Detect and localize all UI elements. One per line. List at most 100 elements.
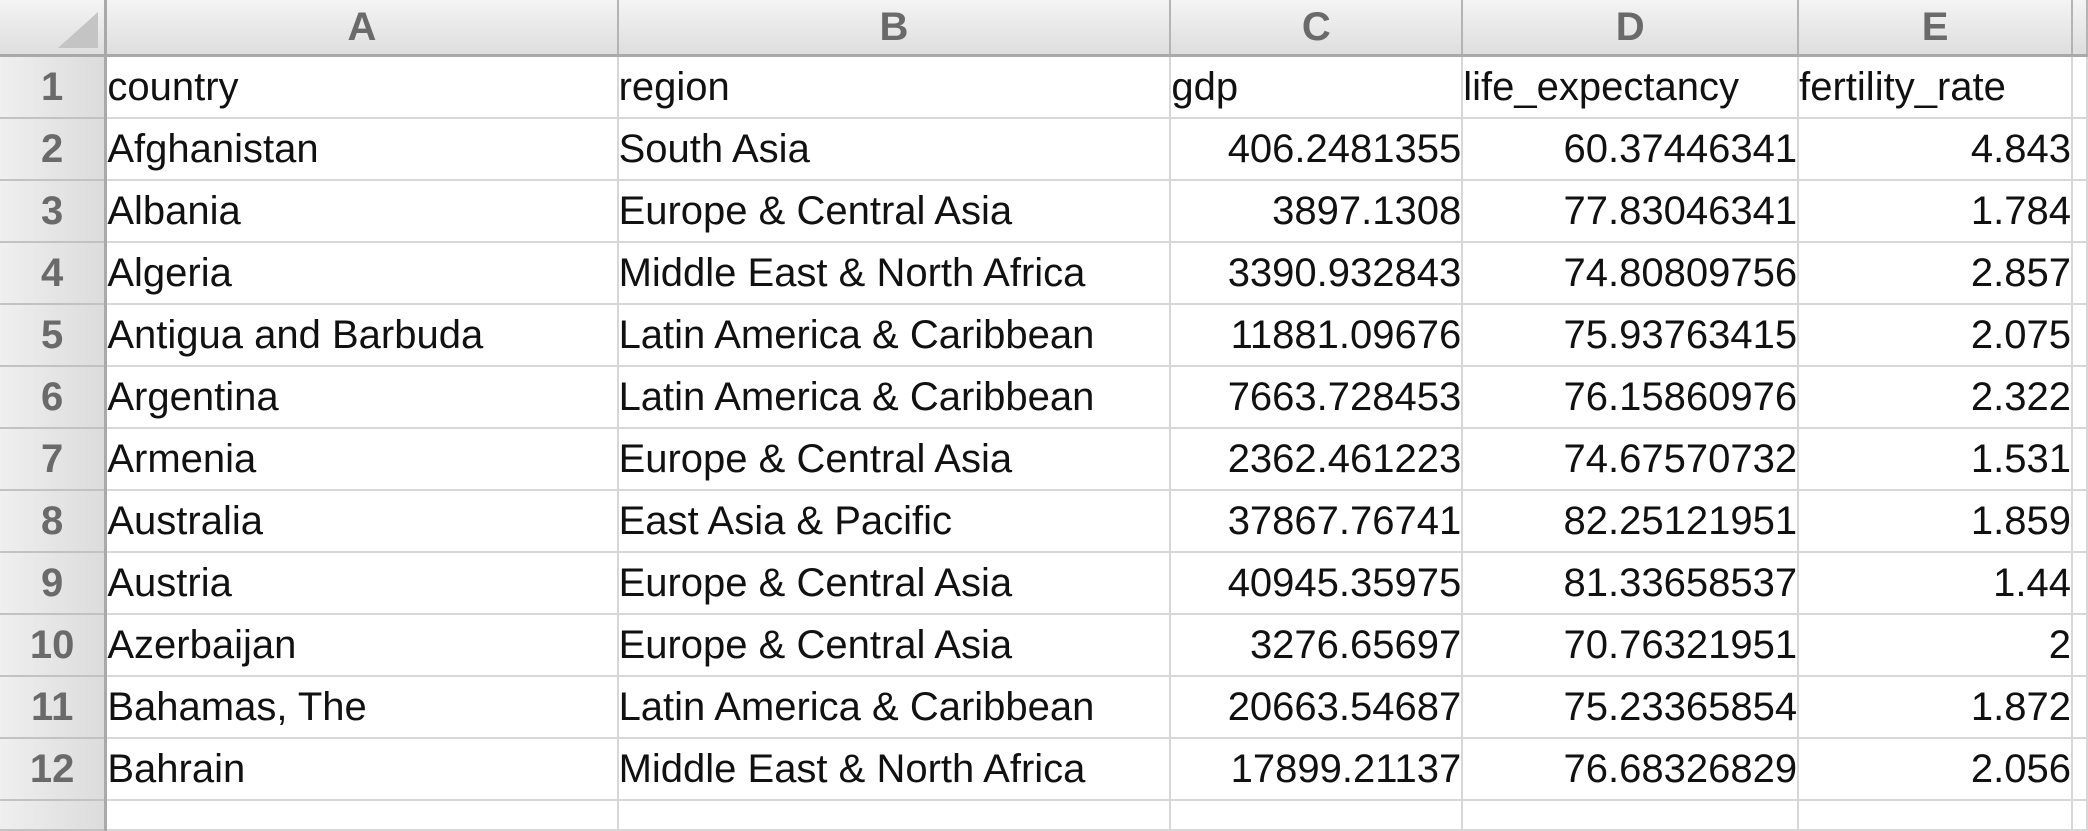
row-header[interactable] [0, 800, 108, 831]
cell-b-region[interactable]: Latin America & Caribbean [617, 366, 1172, 429]
cell-c-gdp[interactable]: 17899.21137 [1170, 738, 1464, 801]
row-header[interactable]: 7 [0, 428, 108, 491]
cell-d-life-expectancy[interactable]: 82.25121951 [1462, 490, 1800, 553]
cell-e-fertility-rate[interactable]: 1.872 [1798, 676, 2073, 739]
cell-b-region[interactable]: Europe & Central Asia [617, 614, 1172, 677]
cell-f-empty[interactable] [2071, 118, 2088, 181]
cell-f-empty[interactable] [2071, 242, 2088, 305]
row-header[interactable]: 1 [0, 55, 108, 119]
select-all-corner[interactable] [0, 0, 108, 57]
cell-f-empty[interactable] [2071, 676, 2088, 739]
cell-c-gdp[interactable]: 37867.76741 [1170, 490, 1464, 553]
cell-d-life-expectancy[interactable]: 76.68326829 [1462, 738, 1800, 801]
cell-c-gdp[interactable]: 3276.65697 [1170, 614, 1464, 677]
cell-f-empty[interactable] [2071, 738, 2088, 801]
cell-c-gdp[interactable]: 406.2481355 [1170, 118, 1464, 181]
cell-f-empty[interactable] [2071, 180, 2088, 243]
cell-f-empty[interactable] [2071, 366, 2088, 429]
row-header[interactable]: 9 [0, 552, 108, 615]
cell-c-gdp[interactable]: 40945.35975 [1170, 552, 1464, 615]
cell-f-empty[interactable] [2071, 428, 2088, 491]
cell-e-fertility-rate[interactable]: 2.056 [1798, 738, 2073, 801]
row-header[interactable]: 3 [0, 180, 108, 243]
row-header[interactable]: 10 [0, 614, 108, 677]
cell-b-region[interactable]: Europe & Central Asia [617, 552, 1172, 615]
row-header[interactable]: 4 [0, 242, 108, 305]
row-header[interactable]: 6 [0, 366, 108, 429]
cell-a-country[interactable]: Azerbaijan [105, 614, 619, 677]
cell-a-country[interactable]: Bahamas, The [105, 676, 619, 739]
cell-a-country[interactable]: Argentina [105, 366, 619, 429]
column-header-f-partial[interactable] [2071, 0, 2088, 57]
column-header-b[interactable]: B [617, 0, 1172, 57]
cell-e1[interactable]: fertility_rate [1798, 55, 2073, 119]
cell-c-gdp[interactable]: 20663.54687 [1170, 676, 1464, 739]
cell-e-fertility-rate[interactable]: 2.075 [1798, 304, 2073, 367]
cell-a-country[interactable]: Albania [105, 180, 619, 243]
row-header[interactable]: 5 [0, 304, 108, 367]
cell-c-gdp[interactable]: 11881.09676 [1170, 304, 1464, 367]
table-row-1: 1 country region gdp life_expectancy fer… [0, 55, 2088, 119]
cell-c-gdp[interactable]: 7663.728453 [1170, 366, 1464, 429]
cell-a1[interactable]: country [105, 55, 619, 119]
cell-b-region[interactable]: South Asia [617, 118, 1172, 181]
column-header-a[interactable]: A [105, 0, 619, 57]
cell-b-region[interactable]: Latin America & Caribbean [617, 304, 1172, 367]
row-header[interactable]: 2 [0, 118, 108, 181]
cell-d-life-expectancy[interactable]: 70.76321951 [1462, 614, 1800, 677]
cell-empty[interactable] [1170, 800, 1464, 831]
cell-e-fertility-rate[interactable]: 1.859 [1798, 490, 2073, 553]
cell-e-fertility-rate[interactable]: 4.843 [1798, 118, 2073, 181]
cell-f1[interactable] [2071, 55, 2088, 119]
cell-b-region[interactable]: Europe & Central Asia [617, 180, 1172, 243]
cell-a-country[interactable]: Bahrain [105, 738, 619, 801]
cell-e-fertility-rate[interactable]: 1.44 [1798, 552, 2073, 615]
column-header-c[interactable]: C [1170, 0, 1464, 57]
cell-d-life-expectancy[interactable]: 75.23365854 [1462, 676, 1800, 739]
cell-a-country[interactable]: Algeria [105, 242, 619, 305]
row-header[interactable]: 12 [0, 738, 108, 801]
cell-e-fertility-rate[interactable]: 2.322 [1798, 366, 2073, 429]
cell-f-empty[interactable] [2071, 490, 2088, 553]
cell-b-region[interactable]: Europe & Central Asia [617, 428, 1172, 491]
column-header-d[interactable]: D [1462, 0, 1800, 57]
cell-d-life-expectancy[interactable]: 75.93763415 [1462, 304, 1800, 367]
cell-empty[interactable] [617, 800, 1172, 831]
cell-empty[interactable] [105, 800, 619, 831]
cell-empty[interactable] [2071, 800, 2088, 831]
row-header[interactable]: 11 [0, 676, 108, 739]
cell-a-country[interactable]: Afghanistan [105, 118, 619, 181]
cell-c-gdp[interactable]: 2362.461223 [1170, 428, 1464, 491]
cell-c1[interactable]: gdp [1170, 55, 1464, 119]
cell-f-empty[interactable] [2071, 614, 2088, 677]
cell-d-life-expectancy[interactable]: 77.83046341 [1462, 180, 1800, 243]
cell-b-region[interactable]: Middle East & North Africa [617, 242, 1172, 305]
cell-d-life-expectancy[interactable]: 60.37446341 [1462, 118, 1800, 181]
row-header[interactable]: 8 [0, 490, 108, 553]
cell-empty[interactable] [1462, 800, 1800, 831]
cell-c-gdp[interactable]: 3897.1308 [1170, 180, 1464, 243]
cell-a-country[interactable]: Armenia [105, 428, 619, 491]
table-row: 2 Afghanistan South Asia 406.2481355 60.3744… [0, 118, 2088, 181]
cell-d-life-expectancy[interactable]: 81.33658537 [1462, 552, 1800, 615]
cell-e-fertility-rate[interactable]: 2.857 [1798, 242, 2073, 305]
cell-f-empty[interactable] [2071, 304, 2088, 367]
cell-a-country[interactable]: Austria [105, 552, 619, 615]
cell-b-region[interactable]: Latin America & Caribbean [617, 676, 1172, 739]
cell-d-life-expectancy[interactable]: 74.67570732 [1462, 428, 1800, 491]
cell-empty[interactable] [1798, 800, 2073, 831]
cell-b-region[interactable]: Middle East & North Africa [617, 738, 1172, 801]
cell-d1[interactable]: life_expectancy [1462, 55, 1800, 119]
cell-a-country[interactable]: Antigua and Barbuda [105, 304, 619, 367]
column-header-e[interactable]: E [1798, 0, 2073, 57]
cell-f-empty[interactable] [2071, 552, 2088, 615]
cell-e-fertility-rate[interactable]: 1.784 [1798, 180, 2073, 243]
cell-c-gdp[interactable]: 3390.932843 [1170, 242, 1464, 305]
cell-e-fertility-rate[interactable]: 2 [1798, 614, 2073, 677]
cell-d-life-expectancy[interactable]: 76.15860976 [1462, 366, 1800, 429]
cell-b-region[interactable]: East Asia & Pacific [617, 490, 1172, 553]
cell-a-country[interactable]: Australia [105, 490, 619, 553]
cell-b1[interactable]: region [617, 55, 1172, 119]
cell-d-life-expectancy[interactable]: 74.80809756 [1462, 242, 1800, 305]
cell-e-fertility-rate[interactable]: 1.531 [1798, 428, 2073, 491]
